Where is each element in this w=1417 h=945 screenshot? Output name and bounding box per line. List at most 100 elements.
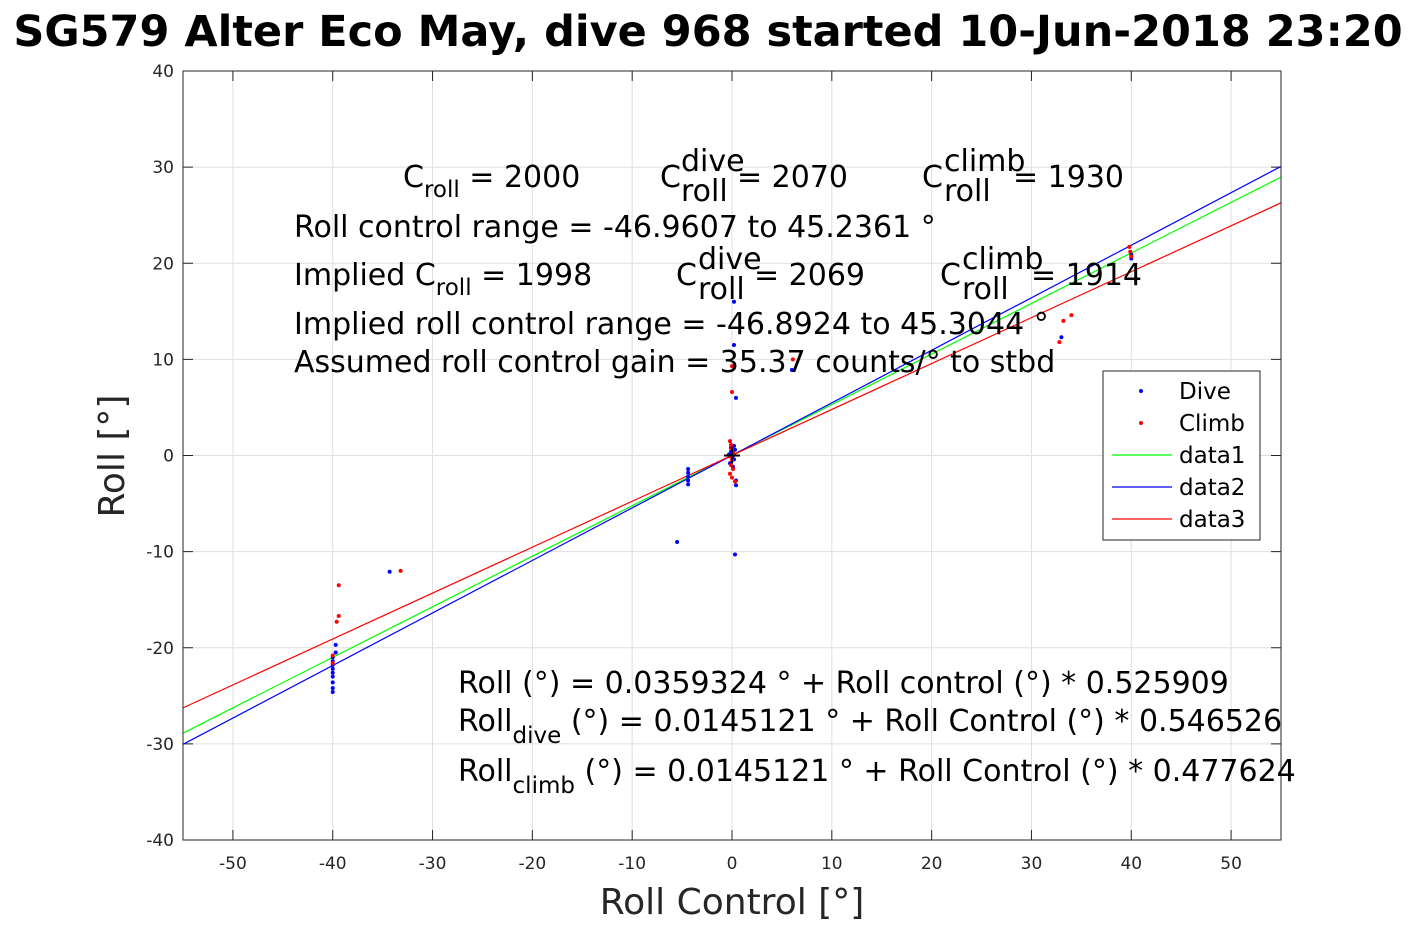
legend-label-data3: data3 [1179, 507, 1245, 533]
x-tick-label: 10 [821, 854, 843, 874]
y-tick-label: -40 [146, 831, 174, 851]
point-dive [675, 540, 680, 545]
annotation-c-roll: Croll = 2000 [403, 160, 580, 203]
y-tick-label: -20 [146, 639, 174, 659]
origin-marker [724, 447, 740, 464]
point-climb [1129, 254, 1134, 259]
point-dive [330, 686, 335, 691]
point-dive [686, 482, 691, 487]
x-tick-label: 40 [1120, 854, 1142, 874]
y-tick-label: -10 [146, 543, 174, 563]
point-dive [330, 689, 335, 694]
point-climb [1127, 244, 1132, 249]
x-tick-label: 0 [727, 854, 738, 874]
point-dive [686, 470, 691, 475]
point-climb [729, 463, 734, 468]
y-tick-label: 0 [163, 447, 174, 467]
point-climb [730, 364, 734, 369]
point-dive [330, 680, 335, 685]
point-climb [728, 471, 733, 476]
svg-text:roll: roll [944, 174, 991, 209]
y-tick-label: 10 [152, 350, 174, 370]
svg-text:roll: roll [681, 174, 728, 209]
point-climb [336, 614, 341, 619]
svg-text:C: C [940, 258, 961, 293]
point-climb [790, 357, 795, 362]
point-dive [330, 674, 335, 679]
svg-text:C: C [660, 160, 681, 195]
point-dive [731, 299, 736, 304]
point-dive [686, 474, 691, 479]
annotation-implied-c-dive: C dive roll = 2069 [676, 242, 865, 307]
point-dive [1059, 335, 1064, 340]
y-axis-label: Roll [°] [92, 395, 133, 518]
legend-items: Dive Climb data1 data2 data3 [1112, 379, 1245, 533]
svg-text:roll: roll [698, 272, 745, 307]
svg-text:dive: dive [681, 144, 745, 179]
annotation-implied-c-roll: Implied Croll = 1998 [294, 258, 592, 301]
annotation-gain: Assumed roll control gain = 35.37 counts… [294, 345, 1055, 380]
legend-label-dive: Dive [1179, 379, 1231, 405]
point-dive [789, 367, 794, 372]
plot-border [182, 70, 1282, 841]
point-dive [387, 569, 392, 574]
point-dive [733, 483, 738, 488]
legend-label-data1: data1 [1179, 443, 1245, 469]
x-axis-label: Roll Control [°] [600, 882, 865, 923]
y-tick-label: 30 [152, 158, 174, 178]
point-climb [334, 619, 339, 624]
point-climb [330, 653, 335, 658]
svg-text:C: C [922, 160, 943, 195]
svg-text:climb: climb [944, 144, 1025, 179]
x-tick-label: -40 [319, 854, 347, 874]
svg-text:C: C [676, 258, 697, 293]
point-dive [330, 670, 335, 675]
point-climb [1128, 249, 1133, 254]
svg-text:dive: dive [698, 242, 762, 277]
annotation-c-roll-dive: C dive roll = 2070 [660, 144, 848, 209]
svg-text:= 1930: = 1930 [1013, 160, 1124, 195]
svg-text:= 2070: = 2070 [737, 160, 848, 195]
point-climb [728, 439, 733, 444]
point-climb [730, 390, 734, 395]
point-climb [730, 466, 735, 471]
point-climb [330, 661, 335, 666]
svg-text:climb: climb [962, 242, 1043, 277]
y-tick-labels: -40 -30 -20 -10 0 10 20 30 40 [146, 62, 174, 851]
y-tick-label: 40 [152, 62, 174, 82]
annotation-roll-range: Roll control range = -46.9607 to 45.2361… [294, 210, 936, 245]
x-tick-label: 30 [1021, 854, 1043, 874]
x-tick-label: -50 [219, 854, 247, 874]
y-tick-label: -30 [146, 735, 174, 755]
equation-all: Roll (°) = 0.0359324 ° + Roll control (°… [458, 666, 1229, 701]
annotation-c-roll-climb: C climb roll = 1930 [922, 144, 1124, 209]
point-climb [730, 475, 734, 480]
point-dive [333, 642, 338, 647]
x-tick-label: -30 [419, 854, 447, 874]
svg-text:= 1914: = 1914 [1031, 258, 1142, 293]
point-dive [732, 552, 737, 557]
annotation-implied-range: Implied roll control range = -46.8924 to… [294, 307, 1049, 342]
y-tick-label: 20 [152, 254, 174, 274]
x-tick-label: 50 [1220, 854, 1242, 874]
x-tick-labels: -50 -40 -30 -20 -10 0 10 20 30 40 50 [219, 854, 1242, 874]
equation-dive: Rolldive (°) = 0.0145121 ° + Roll Contro… [458, 704, 1282, 749]
data-points [330, 244, 1134, 694]
svg-text:= 2069: = 2069 [754, 258, 865, 293]
point-climb [732, 479, 737, 484]
point-climb [1069, 313, 1074, 318]
point-dive [686, 478, 691, 483]
point-climb [336, 583, 341, 588]
point-dive [731, 342, 736, 347]
point-climb [398, 568, 403, 573]
svg-text:roll: roll [962, 272, 1009, 307]
point-climb [1061, 318, 1066, 323]
x-tick-label: 20 [921, 854, 943, 874]
x-tick-label: -10 [618, 854, 646, 874]
legend-marker-climb [1139, 421, 1143, 425]
x-tick-label: -20 [518, 854, 546, 874]
point-dive [330, 666, 335, 671]
point-climb [729, 442, 734, 447]
point-dive [686, 466, 691, 471]
